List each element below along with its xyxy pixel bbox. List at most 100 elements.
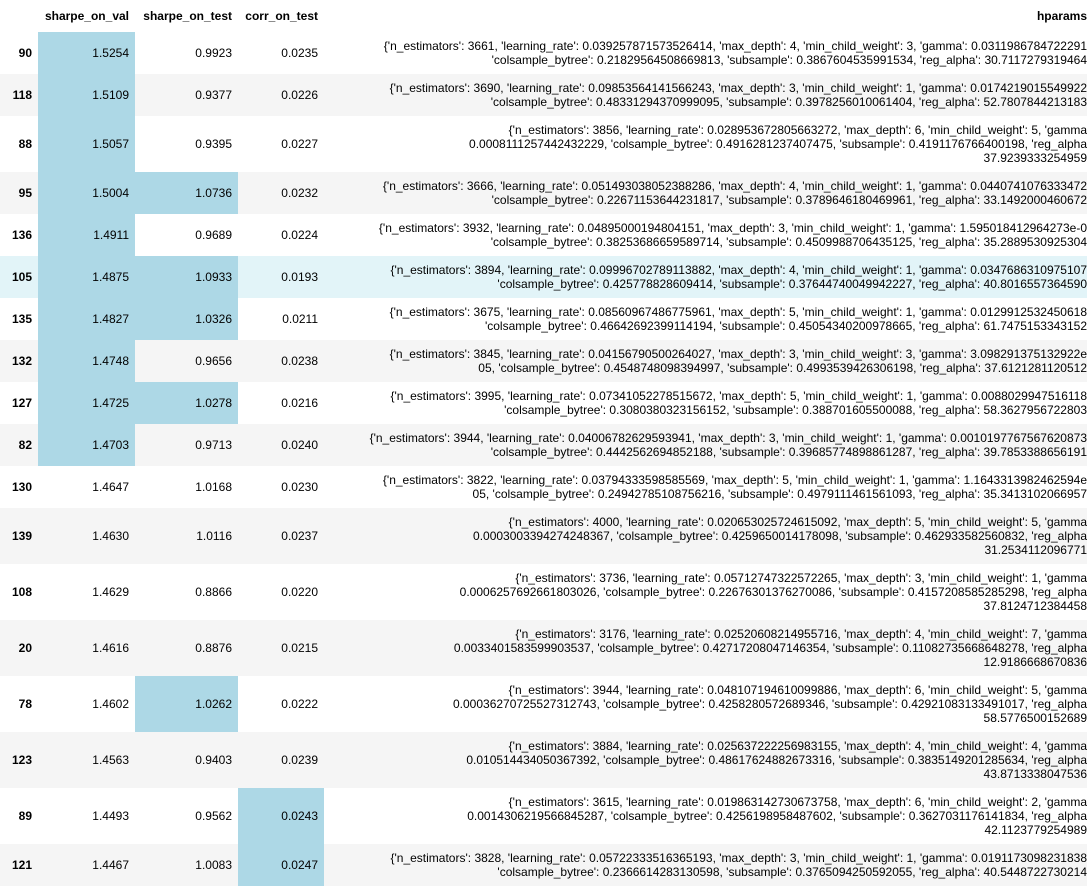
hparams-line: 'colsample_bytree': 0.21829564508669813,…: [491, 53, 1087, 67]
hparams-line: 'colsample_bytree': 0.46642692399114194,…: [484, 319, 1087, 333]
row-index: 135: [11, 312, 32, 326]
table-row: 95 1.5004 1.0736 0.0232 {'n_estimators': 366…: [0, 172, 1087, 214]
cell: 0.9395: [195, 137, 232, 151]
hparams-line: {'n_estimators': 3828, 'learning_rate': …: [390, 851, 1087, 865]
row-index: 123: [11, 753, 32, 767]
cell: 0.0232: [281, 186, 318, 200]
hparams-line: 0.0033401583599903537, 'colsample_bytree…: [453, 641, 1087, 655]
hparams-line: 'colsample_bytree': 0.3080380323156152, …: [504, 403, 1087, 417]
table-row: 130 1.4647 1.0168 0.0230 {'n_estimators': 38…: [0, 466, 1087, 508]
hparams-line: {'n_estimators': 3894, 'learning_rate': …: [390, 263, 1087, 277]
hparams-cell: {'n_estimators': 3675, 'learning_rate': …: [324, 298, 1087, 340]
hparams-line: {'n_estimators': 3845, 'learning_rate': …: [389, 347, 1087, 361]
cell: 0.9923: [195, 46, 232, 60]
cell: 1.4725: [38, 382, 135, 424]
table-row: 20 1.4616 0.8876 0.0215 {'n_estimators': 317…: [0, 620, 1087, 676]
table-row: 78 1.4602 1.0262 0.0222 {'n_estimators': 394…: [0, 676, 1087, 732]
cell: 1.4563: [92, 753, 129, 767]
hparams-cell: {'n_estimators': 3690, 'learning_rate': …: [324, 74, 1087, 116]
hparams-line: 43.8713338047536: [983, 767, 1087, 781]
cell: 1.4616: [92, 641, 129, 655]
cell: 1.5004: [38, 172, 135, 214]
hparams-line: {'n_estimators': 3944, 'learning_rate': …: [369, 431, 1087, 445]
hparams-cell: {'n_estimators': 3995, 'learning_rate': …: [324, 382, 1087, 424]
row-index: 136: [11, 228, 32, 242]
row-index: 89: [18, 809, 32, 823]
table-row: 90 1.5254 0.9923 0.0235 {'n_estimators': 366…: [0, 32, 1087, 74]
table-row: 82 1.4703 0.9713 0.0240 {'n_estimators': 394…: [0, 424, 1087, 466]
row-index: 90: [18, 46, 32, 60]
row-index: 78: [18, 697, 32, 711]
column-header: hparams: [1036, 9, 1087, 23]
cell: 0.0247: [238, 844, 324, 886]
cell: 1.0736: [135, 172, 238, 214]
cell: 1.0083: [195, 858, 232, 872]
row-index: 82: [18, 438, 32, 452]
hparams-cell: {'n_estimators': 4000, 'learning_rate': …: [324, 508, 1087, 564]
column-header: corr_on_test: [245, 9, 318, 23]
hparams-line: 37.9239333254959: [983, 151, 1087, 165]
hparams-cell: {'n_estimators': 3661, 'learning_rate': …: [324, 32, 1087, 74]
cell: 0.0235: [281, 46, 318, 60]
row-index: 127: [11, 396, 32, 410]
table-row: 135 1.4827 1.0326 0.0211 {'n_estimators': 36…: [0, 298, 1087, 340]
hparams-line: 0.0003003394274248367, 'colsample_bytree…: [473, 529, 1087, 543]
row-index: 105: [11, 270, 32, 284]
table-row: 136 1.4911 0.9689 0.0224 {'n_estimators': 39…: [0, 214, 1087, 256]
row-index: 20: [18, 641, 32, 655]
table-row: 108 1.4629 0.8866 0.0220 {'n_estimators': 37…: [0, 564, 1087, 620]
cell: 1.4703: [38, 424, 135, 466]
cell: 1.5057: [38, 116, 135, 172]
hparams-line: {'n_estimators': 3690, 'learning_rate': …: [389, 81, 1087, 95]
hparams-line: {'n_estimators': 4000, 'learning_rate': …: [508, 515, 1087, 529]
row-index: 118: [12, 88, 32, 102]
column-header: sharpe_on_val: [44, 9, 129, 23]
hparams-cell: {'n_estimators': 3884, 'learning_rate': …: [324, 732, 1087, 788]
cell: 0.9656: [195, 354, 232, 368]
hparams-line: {'n_estimators': 3856, 'learning_rate': …: [508, 123, 1087, 137]
cell: 0.0230: [281, 480, 318, 494]
cell: 1.4630: [92, 529, 129, 543]
row-index: 139: [11, 529, 32, 543]
hparams-line: 'colsample_bytree': 0.2366614283130598, …: [497, 865, 1087, 879]
hparams-line: {'n_estimators': 3736, 'learning_rate': …: [515, 571, 1087, 585]
hparams-cell: {'n_estimators': 3932, 'learning_rate': …: [324, 214, 1087, 256]
hparams-line: 0.0008111257442432229, 'colsample_bytree…: [469, 137, 1087, 151]
cell: 0.0239: [281, 753, 318, 767]
hparams-line: 0.010514434050367392, 'colsample_bytree'…: [466, 753, 1087, 767]
cell: 0.0240: [281, 438, 318, 452]
row-index: 121: [11, 858, 32, 872]
cell: 0.0226: [281, 88, 318, 102]
cell: 1.0116: [196, 529, 232, 543]
cell: 0.0216: [281, 396, 318, 410]
row-index: 132: [11, 354, 32, 368]
hparams-cell: {'n_estimators': 3666, 'learning_rate': …: [324, 172, 1087, 214]
hparams-line: {'n_estimators': 3932, 'learning_rate': …: [378, 221, 1087, 235]
cell: 1.4748: [38, 340, 135, 382]
hparams-line: 'colsample_bytree': 0.4442562694852188, …: [490, 445, 1087, 459]
hparams-line: 12.9186668670836: [983, 655, 1087, 669]
hparams-cell: {'n_estimators': 3845, 'learning_rate': …: [324, 340, 1087, 382]
cell: 1.4602: [92, 697, 129, 711]
hparams-line: 'colsample_bytree': 0.22671153644231817,…: [491, 193, 1087, 207]
table-row: 105 1.4875 1.0933 0.0193 {'n_estimators': 38…: [0, 256, 1087, 298]
cell: 1.4827: [38, 298, 135, 340]
cell: 1.5254: [38, 32, 135, 74]
hparams-cell: {'n_estimators': 3822, 'learning_rate': …: [324, 466, 1087, 508]
cell: 1.0326: [135, 298, 238, 340]
cell: 0.0222: [281, 697, 318, 711]
hparams-line: {'n_estimators': 3995, 'learning_rate': …: [390, 389, 1087, 403]
cell: 0.0215: [281, 641, 318, 655]
table-row: 89 1.4493 0.9562 0.0243 {'n_estimators': 361…: [0, 788, 1087, 844]
row-index: 88: [18, 137, 32, 151]
cell: 0.0220: [281, 585, 318, 599]
hparams-line: 0.0014306219566845287, 'colsample_bytree…: [467, 809, 1087, 823]
row-index: 95: [18, 186, 32, 200]
table-row: 132 1.4748 0.9656 0.0238 {'n_estimators': 38…: [0, 340, 1087, 382]
table-row: 88 1.5057 0.9395 0.0227 {'n_estimators': 385…: [0, 116, 1087, 172]
cell: 1.5109: [38, 74, 135, 116]
row-index: 108: [11, 585, 32, 599]
index-header: [0, 0, 38, 32]
hparams-line: 0.0006257692661803026, 'colsample_bytree…: [459, 585, 1087, 599]
